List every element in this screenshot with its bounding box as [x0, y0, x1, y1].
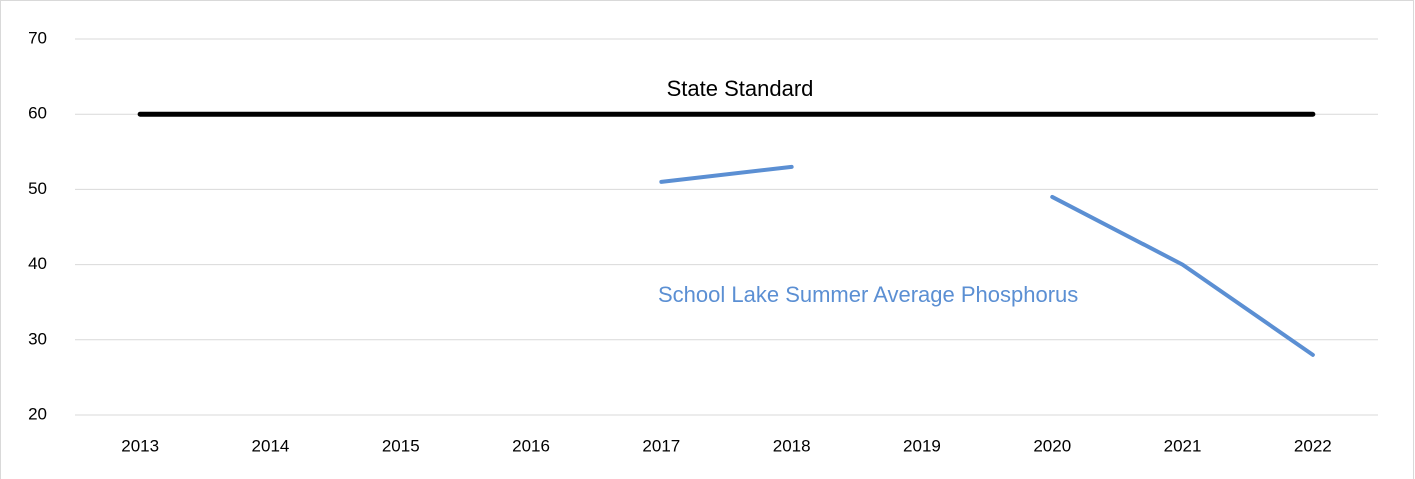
series-label: State Standard: [667, 76, 814, 101]
y-tick-label: 60: [28, 104, 47, 123]
x-tick-label: 2016: [512, 436, 550, 455]
x-tick-label: 2022: [1294, 436, 1332, 455]
x-tick-label: 2014: [252, 436, 290, 455]
y-tick-label: 70: [28, 28, 47, 47]
x-tick-label: 2018: [773, 436, 811, 455]
y-tick-label: 20: [28, 404, 47, 423]
y-tick-label: 50: [28, 179, 47, 198]
y-tick-label: 40: [28, 254, 47, 273]
x-tick-label: 2021: [1164, 436, 1202, 455]
x-tick-label: 2015: [382, 436, 420, 455]
x-tick-label: 2017: [642, 436, 680, 455]
x-tick-label: 2013: [121, 436, 159, 455]
series-label: School Lake Summer Average Phosphorus: [658, 282, 1078, 307]
series-line: [659, 164, 1315, 357]
y-tick-label: 30: [28, 329, 47, 348]
x-tick-label: 2019: [903, 436, 941, 455]
x-tick-label: 2020: [1033, 436, 1071, 455]
